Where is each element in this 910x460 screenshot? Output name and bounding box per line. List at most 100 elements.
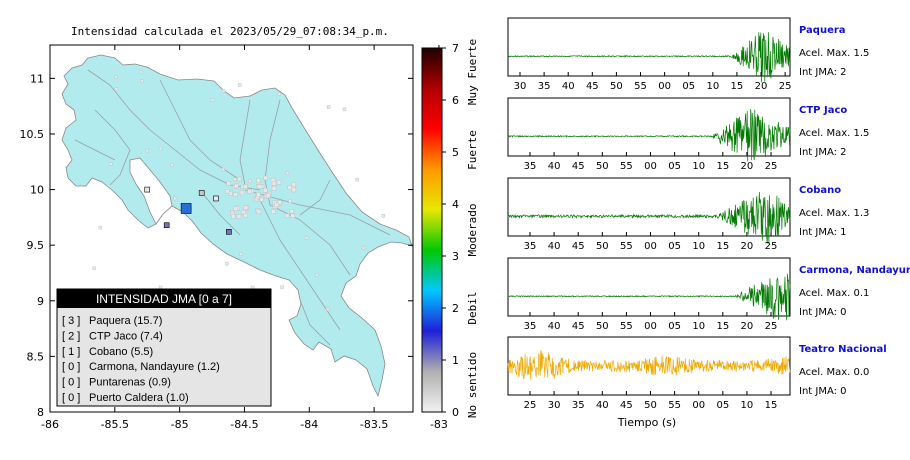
- waveform-tick-label: 15: [716, 241, 729, 252]
- waveform-panel: 35 40 45 50 55 00 05 10 15 20 25 Carmona, Nandayure…: [507, 257, 910, 332]
- colorbar-tick-label: 3: [452, 250, 459, 263]
- legend-box: [56, 288, 272, 407]
- station-marker: [233, 177, 237, 182]
- waveform-tick-label: 40: [596, 400, 609, 411]
- station-marker: [140, 79, 144, 83]
- road-network: [74, 69, 391, 346]
- legend-item-label: CTP Jaco (7.4): [89, 330, 163, 342]
- waveform-tick-label: 20: [741, 161, 754, 172]
- station-marker: [256, 192, 261, 197]
- waveform-tick-label: 10: [706, 81, 719, 92]
- colorbar-tick-label: 2: [452, 302, 459, 315]
- lon-tick-label: -85: [171, 418, 189, 431]
- station-marker: [285, 171, 289, 175]
- waveform-station-name: CTP Jaco: [799, 105, 847, 116]
- waveform-tick-label: 00: [692, 400, 705, 411]
- lon-tick-label: -86: [41, 418, 59, 431]
- waveform-tick-label: 20: [741, 241, 754, 252]
- waveform-trace: [507, 109, 791, 162]
- waveform-accel-label: Acel. Max. 1.5: [799, 48, 869, 59]
- waveform-int-label: Int JMA: 1: [799, 227, 847, 238]
- colorbar-label: Fuerte: [466, 130, 479, 170]
- legend-header: [57, 289, 271, 308]
- station-marker: [237, 176, 242, 182]
- waveform-tick-label: 00: [644, 161, 657, 172]
- waveform-panel: 30 35 40 45 50 55 00 05 10 15 20 25 Paquera Acel. Max…: [507, 17, 869, 92]
- station-marker: [226, 180, 231, 186]
- colorbar-tick-label: 4: [452, 198, 459, 211]
- station-marker: [276, 180, 282, 185]
- waveform-tick-label: 55: [634, 81, 647, 92]
- waveform-frame: [507, 257, 791, 317]
- waveform-tick-label: 15: [716, 321, 729, 332]
- waveform-panels: 30 35 40 45 50 55 00 05 10 15 20 25 Paquera Acel. Max…: [507, 17, 910, 411]
- station-marker: [381, 214, 386, 218]
- station-marker: [342, 107, 347, 112]
- station-marker: [248, 179, 252, 183]
- waveform-tick-label: 05: [682, 81, 695, 92]
- station-marker: [256, 209, 262, 215]
- waveform-tick-label: 10: [741, 400, 754, 411]
- waveform-tick-label: 40: [548, 321, 561, 332]
- waveform-tick-label: 10: [692, 241, 705, 252]
- waveform-station-name: Paquera: [799, 25, 846, 36]
- waveform-tick-label: 55: [620, 161, 633, 172]
- waveform-tick-label: 45: [620, 400, 633, 411]
- station-marker: [291, 187, 297, 193]
- waveform-accel-label: Acel. Max. 0.0: [799, 367, 869, 378]
- station-marker: [233, 206, 238, 211]
- waveform-trace: [507, 350, 791, 380]
- colorbar: 0 1 2 3 4 5 6 7 No sentido Debil Moderado Fuerte Mu…: [421, 39, 479, 419]
- waveform-tick-label: 25: [765, 241, 778, 252]
- waveform-tick-label: 25: [765, 161, 778, 172]
- waveform-tick-label: 00: [658, 81, 671, 92]
- lon-tick-label: -84.5: [230, 418, 258, 431]
- station-marker: [247, 189, 252, 194]
- waveform-trace: [507, 32, 791, 83]
- waveform-tick-label: 35: [538, 81, 551, 92]
- station-marker: [277, 200, 282, 205]
- waveform-tick-label: 40: [548, 241, 561, 252]
- station-marker: [233, 192, 238, 197]
- waveform-tick-label: 50: [644, 400, 657, 411]
- waveform-tick-label: 45: [586, 81, 599, 92]
- colorbar-tick-label: 7: [452, 42, 459, 55]
- station-marker: [114, 87, 119, 91]
- station-marker: [257, 184, 263, 189]
- waveform-tick-label: 20: [741, 321, 754, 332]
- waveform-tick-label: 25: [524, 400, 537, 411]
- colorbar-label: Debil: [466, 291, 479, 324]
- waveform-tick-label: 40: [562, 81, 575, 92]
- waveform-tick-label: 30: [548, 400, 561, 411]
- main-station-marker: [198, 190, 205, 196]
- waveform-tick-label: 55: [668, 400, 681, 411]
- station-marker: [139, 70, 143, 74]
- waveform-trace: [507, 273, 791, 321]
- station-marker: [256, 178, 261, 183]
- station-marker: [290, 213, 295, 218]
- colorbar-tick-label: 6: [452, 94, 459, 107]
- legend-item-level: [ 0 ]: [62, 377, 80, 389]
- colorbar-tick-label: 0: [452, 406, 459, 419]
- station-marker: [239, 190, 245, 195]
- station-marker: [355, 177, 359, 182]
- station-marker: [158, 285, 163, 290]
- waveform-panel: 25 30 35 40 45 50 55 00 05 10 15 Teatro Nacional Ace…: [507, 336, 887, 411]
- waveform-trace: [507, 191, 791, 244]
- nicoya-gulf: [129, 157, 173, 225]
- station-marker: [326, 105, 331, 109]
- legend-item-label: Carmona, Nandayure (1.2): [89, 361, 220, 373]
- waveform-tick-label: 05: [668, 161, 681, 172]
- station-marker: [271, 186, 277, 191]
- waveform-int-label: Int JMA: 2: [799, 67, 847, 78]
- station-marker: [225, 189, 230, 194]
- lat-tick-label: 11: [30, 72, 44, 85]
- waveform-tick-label: 00: [644, 321, 657, 332]
- waveform-tick-label: 55: [620, 241, 633, 252]
- waveform-station-name: Teatro Nacional: [799, 344, 887, 355]
- station-marker: [361, 246, 366, 250]
- waveform-station-name: Carmona, Nandayure: [799, 265, 910, 276]
- map-frame: [49, 44, 414, 413]
- waveform-tick-label: 10: [692, 321, 705, 332]
